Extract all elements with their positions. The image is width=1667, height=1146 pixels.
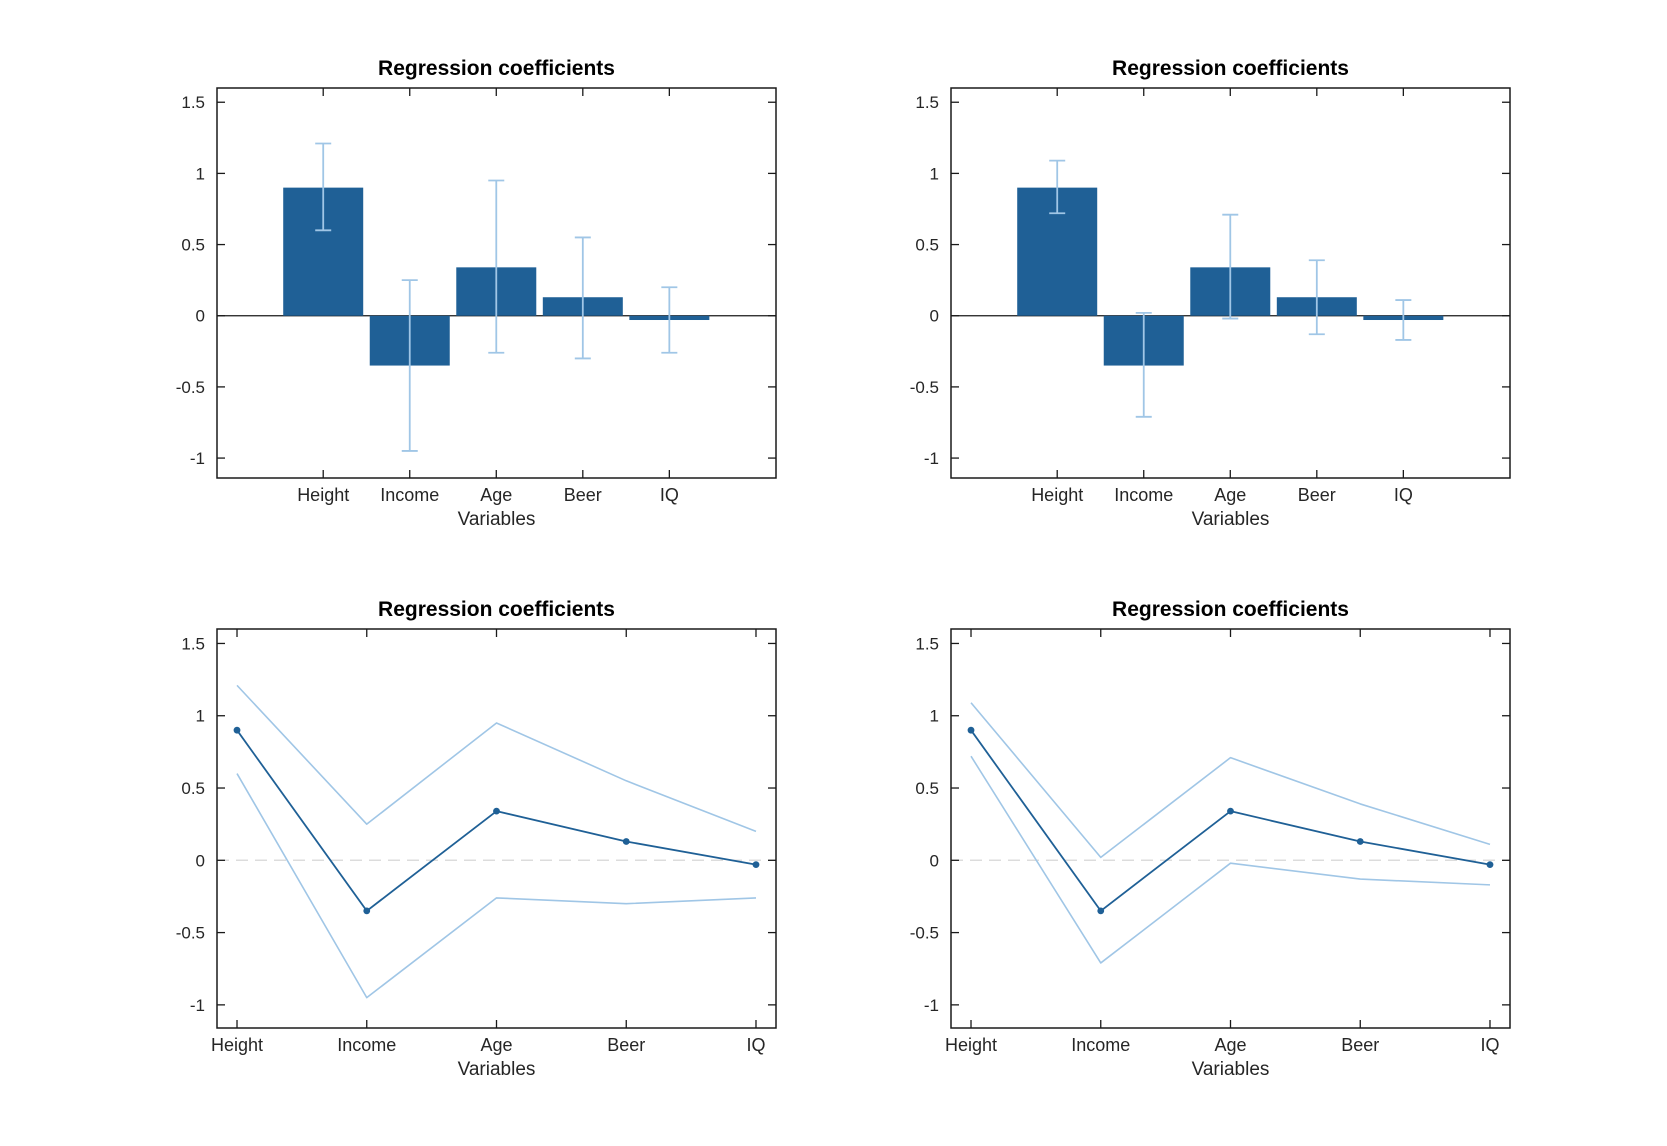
x-tick-label-height: Height — [297, 485, 349, 505]
x-tick-label-beer: Beer — [564, 485, 602, 505]
x-axis-label: Variables — [458, 1059, 536, 1080]
x-tick-label-height: Height — [1031, 485, 1083, 505]
y-tick-label: -1 — [190, 449, 205, 468]
marker-income — [363, 907, 371, 915]
y-tick-label: -0.5 — [176, 378, 205, 397]
ci-upper-line — [236, 684, 757, 833]
x-tick-label-age: Age — [480, 485, 512, 505]
x-tick-label-height: Height — [211, 1035, 263, 1055]
marker-height — [967, 726, 975, 734]
y-tick-label: 1 — [196, 164, 205, 183]
y-tick-label: 0.5 — [915, 236, 939, 255]
marker-height — [233, 726, 241, 734]
x-tick-label-age: Age — [1214, 1035, 1246, 1055]
y-tick-label: 0 — [196, 307, 205, 326]
errorbar-iq — [661, 286, 678, 354]
x-axis-label: Variables — [1192, 509, 1270, 530]
x-tick-label-income: Income — [380, 485, 439, 505]
errorbar-height — [315, 142, 332, 232]
y-tick-label: 1 — [930, 164, 939, 183]
y-tick-label: -0.5 — [176, 924, 205, 943]
ci-lower-line — [236, 773, 757, 999]
chart-title: Regression coefficients — [1112, 57, 1349, 80]
y-tick-label: 1.5 — [915, 634, 939, 653]
subplot-top-right: -1 -0.5 0 0.5 1 1.5 Height Income Age Beer IQ Regre… — [910, 57, 1511, 530]
subplot-top-left: -1 -0.5 0 0.5 1 1.5 Height Income Age Beer IQ Regre… — [176, 57, 777, 530]
y-tick-label: 0.5 — [181, 236, 205, 255]
y-tick-label: -0.5 — [910, 924, 939, 943]
y-tick-label: -0.5 — [910, 378, 939, 397]
x-tick-label-iq: IQ — [660, 485, 679, 505]
y-tick-label: 1 — [930, 707, 939, 726]
x-tick-label-iq: IQ — [746, 1035, 765, 1055]
x-tick-label-beer: Beer — [1298, 485, 1336, 505]
x-tick-label-beer: Beer — [607, 1035, 645, 1055]
x-axis-label: Variables — [458, 509, 536, 530]
marker-income — [1097, 907, 1105, 915]
y-tick-label: 0.5 — [181, 779, 205, 798]
errorbar-income — [401, 279, 418, 452]
errorbar-income — [1135, 311, 1152, 418]
subplot-bottom-right: -1 -0.5 0 0.5 1 1.5 Height Income Age Beer IQ Regre… — [910, 598, 1511, 1080]
y-tick-label: 0 — [930, 307, 939, 326]
y-tick-label: 1.5 — [181, 634, 205, 653]
marker-age — [493, 807, 500, 815]
x-tick-label-income: Income — [1071, 1035, 1130, 1055]
marker-iq — [752, 861, 760, 869]
x-tick-label-age: Age — [1214, 485, 1246, 505]
errorbar-iq — [1395, 299, 1412, 341]
chart-title: Regression coefficients — [378, 598, 615, 621]
y-tick-label: 0 — [196, 851, 205, 870]
x-tick-label-income: Income — [337, 1035, 396, 1055]
errorbar-age — [488, 179, 505, 354]
marker-beer — [622, 838, 630, 845]
x-tick-label-iq: IQ — [1394, 485, 1413, 505]
y-tick-label: 1 — [196, 707, 205, 726]
y-tick-label: -1 — [190, 996, 205, 1015]
x-tick-label-income: Income — [1114, 485, 1173, 505]
y-tick-label: -1 — [924, 996, 939, 1015]
estimate-line — [236, 729, 757, 912]
axes-box — [216, 628, 777, 1029]
ci-upper-line — [970, 702, 1491, 859]
errorbar-height — [1049, 159, 1066, 215]
x-tick-label-height: Height — [945, 1035, 997, 1055]
subplot-bottom-left: -1 -0.5 0 0.5 1 1.5 Height Income Age Beer IQ Regre… — [176, 598, 777, 1080]
chart-title: Regression coefficients — [378, 57, 615, 80]
x-tick-label-iq: IQ — [1480, 1035, 1499, 1055]
errorbar-age — [1222, 213, 1239, 320]
y-tick-label: 0 — [930, 851, 939, 870]
marker-beer — [1356, 838, 1364, 845]
x-axis-label: Variables — [1192, 1059, 1270, 1080]
x-tick-label-beer: Beer — [1341, 1035, 1379, 1055]
marker-iq — [1486, 861, 1494, 869]
y-tick-label: 0.5 — [915, 779, 939, 798]
errorbar-beer — [1308, 259, 1325, 336]
marker-age — [1227, 807, 1234, 815]
x-tick-label-age: Age — [480, 1035, 512, 1055]
errorbar-beer — [574, 236, 591, 360]
ci-lower-line — [970, 755, 1491, 964]
y-tick-label: 1.5 — [181, 93, 205, 112]
y-tick-label: 1.5 — [915, 93, 939, 112]
axes-box — [950, 628, 1511, 1029]
chart-title: Regression coefficients — [1112, 598, 1349, 621]
y-tick-label: -1 — [924, 449, 939, 468]
